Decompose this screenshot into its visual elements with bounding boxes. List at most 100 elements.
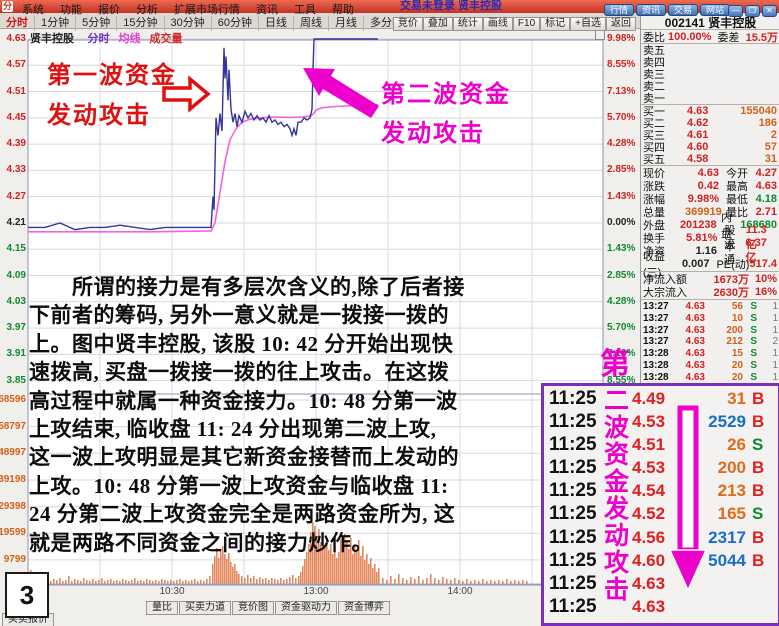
menu-item-3[interactable]: 分析 <box>136 4 158 16</box>
info-row: 涨跌 0.42 最高 4.63 <box>641 179 779 193</box>
titlebar-button-0[interactable]: 行情 <box>603 4 634 16</box>
overlay-trade-side: B <box>752 481 765 501</box>
volume-axis-label: 9799 <box>3 553 26 565</box>
period-tab-2[interactable]: 5分钟 <box>76 16 118 31</box>
tick-price: 4.63 <box>685 348 705 360</box>
overlay-trade-price: 4.63 <box>632 573 666 593</box>
wave1-line1: 第一波资金 <box>47 62 177 89</box>
flow-percent: 16% <box>754 285 777 298</box>
tick-price: 4.63 <box>685 336 705 348</box>
bottom-tab-4[interactable]: 资金博弈 <box>338 601 390 615</box>
buy-level-volume: 31 <box>764 153 777 165</box>
overlay-trade-price: 4.53 <box>632 412 666 432</box>
info-label: 内盘 <box>720 211 732 240</box>
menu-item-4[interactable]: 扩展市场行情 <box>174 4 240 16</box>
tick-volume: 10 <box>731 313 743 325</box>
volume-axis-label: 58797 <box>0 420 26 432</box>
buy-level-row: 买四 4.60 57 <box>641 141 779 154</box>
menu-item-6[interactable]: 工具 <box>294 4 316 16</box>
info-label: 量比 <box>726 206 748 219</box>
analysis-paragraph: 所谓的接力是有多层次含义的,除了后者接 下前者的筹码, 另外一意义就是一拨接一拨的… <box>29 273 549 557</box>
menu-item-5[interactable]: 资讯 <box>256 4 278 16</box>
titlebar-button-2[interactable]: 交易 <box>667 4 698 16</box>
price-axis-label: 4.15 <box>6 243 26 255</box>
period-tab-7[interactable]: 周线 <box>294 16 329 31</box>
buy-level-label: 买四 <box>643 142 665 154</box>
tool-button-1[interactable]: 叠加 <box>422 17 453 31</box>
price-axis-label: 4.27 <box>6 190 26 202</box>
wave2-arrow-icon <box>303 68 379 118</box>
period-tab-6[interactable]: 日线 <box>259 16 294 31</box>
chart-header-item[interactable]: 均线 <box>118 33 141 45</box>
tool-button-3[interactable]: 画线 <box>482 17 513 31</box>
sell-level-row: 卖三 <box>641 68 779 81</box>
paragraph-line: 所谓的接力是有多层次含义的,除了后者接 <box>29 275 465 299</box>
chart-header-item[interactable]: 成交量 <box>149 33 183 45</box>
tool-button-7[interactable]: 返回 <box>606 17 636 31</box>
overlay-trade-row: 11:25 4.63 <box>544 571 778 594</box>
period-tab-3[interactable]: 15分钟 <box>117 16 165 31</box>
menu-item-7[interactable]: 帮助 <box>332 4 354 16</box>
tool-button-5[interactable]: 标记 <box>540 17 571 31</box>
menu-item-1[interactable]: 功能 <box>60 4 82 16</box>
volume-axis-label: 19599 <box>0 527 26 539</box>
bottom-tab-3[interactable]: 资金驱动力 <box>275 601 337 615</box>
tool-button-0[interactable]: 竞价 <box>392 17 423 31</box>
bottom-tab-1[interactable]: 买卖力道 <box>179 601 231 615</box>
overlay-trade-time: 11:25 <box>549 595 597 617</box>
bottom-tab-2[interactable]: 竞价图 <box>232 601 274 615</box>
info-label: 最低 <box>726 193 748 206</box>
overlay-trade-volume: 2529 <box>708 412 746 432</box>
restore-icon[interactable]: ❐ <box>745 5 760 17</box>
tool-button-6[interactable]: +自选 <box>570 17 606 31</box>
overlay-trade-row: 11:25 4.60 5044 B <box>544 548 778 571</box>
period-tab-0[interactable]: 分时 <box>0 16 35 31</box>
overlay-trade-row: 11:25 4.52 165 S <box>544 501 778 524</box>
overlay-trade-time: 11:25 <box>549 434 597 456</box>
menu-item-2[interactable]: 报价 <box>98 4 120 16</box>
wave2-line1: 第二波资金 <box>381 81 511 108</box>
titlebar-button-1[interactable]: 资讯 <box>635 4 666 16</box>
period-tab-5[interactable]: 60分钟 <box>212 16 259 31</box>
price-axis-label: 4.09 <box>6 269 26 281</box>
chart-stock-name: 贤丰控股 <box>30 33 74 45</box>
close-icon[interactable]: ✕ <box>762 5 777 17</box>
tool-button-2[interactable]: 统计 <box>452 17 483 31</box>
tick-side: S <box>750 359 757 371</box>
bottom-tab-0[interactable]: 量比 <box>146 601 178 615</box>
vertical-annotation-char: 二 <box>604 387 630 415</box>
price-axis-label: 4.51 <box>6 85 26 97</box>
panel-divider <box>641 271 779 272</box>
page-number-box: 3 <box>5 572 49 618</box>
buy-level-row: 买一 4.63 155040 <box>641 105 779 118</box>
sell-level-row: 卖二 <box>641 80 779 93</box>
info-row: 外盘 201238 内盘 168680 <box>641 212 779 240</box>
period-tab-1[interactable]: 1分钟 <box>35 16 77 31</box>
buy-level-volume: 186 <box>758 117 777 129</box>
period-tab-4[interactable]: 30分钟 <box>165 16 212 31</box>
weibi-label: 委比 <box>643 31 665 44</box>
percent-axis-label: 9.98% <box>607 33 636 44</box>
tick-time: 13:28 <box>643 371 669 383</box>
weibi-value: 100.00% <box>668 30 712 43</box>
period-toolbar: 分时1分钟5分钟15分钟30分钟60分钟日线周线月线多分时更多> 竞价叠加统计画… <box>0 13 640 31</box>
tick-price: 4.63 <box>685 301 705 313</box>
buy-level-price: 4.62 <box>687 117 709 129</box>
overlay-trade-side: B <box>752 527 765 547</box>
sell-level-row: 卖五 <box>641 44 779 57</box>
menu-item-0[interactable]: 系统 <box>22 4 44 16</box>
overlay-trade-volume: 26 <box>727 435 746 455</box>
tick-count: 1 <box>772 348 778 360</box>
overlay-trade-volume: 200 <box>717 458 746 478</box>
tool-button-4[interactable]: F10 <box>512 17 541 31</box>
chart-header-item[interactable]: 分时 <box>87 33 110 45</box>
overlay-trade-row: 11:25 4.49 31 B <box>544 386 778 409</box>
minimize-icon[interactable]: — <box>728 5 743 17</box>
tick-count: 1 <box>772 359 778 371</box>
tick-price: 4.63 <box>685 324 705 336</box>
tick-volume: 56 <box>731 301 743 313</box>
buy-level-price: 4.60 <box>687 141 709 153</box>
period-tab-8[interactable]: 月线 <box>329 16 364 31</box>
